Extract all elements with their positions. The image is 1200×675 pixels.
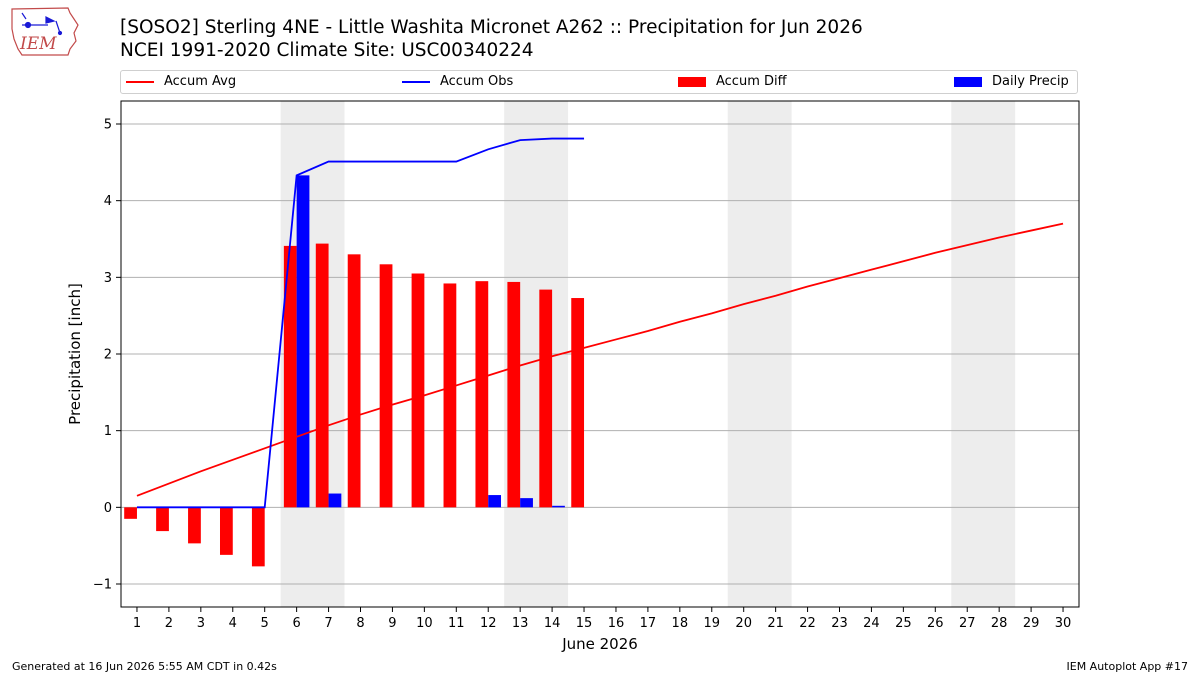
x-tick-label: 24 (863, 616, 880, 631)
x-tick-label: 10 (416, 616, 433, 631)
x-tick-label: 8 (356, 616, 364, 631)
x-tick-label: 22 (799, 616, 816, 631)
legend-item-accum-avg: Accum Avg (126, 74, 236, 89)
x-tick-label: 13 (512, 616, 529, 631)
accum-diff-bar (315, 243, 329, 508)
chart-title: [SOSO2] Sterling 4NE - Little Washita Mi… (120, 17, 863, 38)
x-tick-label: 28 (991, 616, 1008, 631)
iem-logo: IEM (11, 7, 79, 56)
legend-label: Accum Diff (716, 74, 787, 89)
x-tick-label: 3 (197, 616, 205, 631)
x-tick-label: 11 (448, 616, 465, 631)
footer-app: IEM Autoplot App #17 (1066, 660, 1189, 673)
iowa-map-outline (11, 7, 79, 56)
x-tick-label: 20 (735, 616, 752, 631)
x-tick-label: 26 (927, 616, 944, 631)
x-tick-label: 21 (767, 616, 784, 631)
legend-swatch (402, 80, 430, 83)
y-tick-label: 0 (104, 501, 112, 516)
x-tick-label: 18 (672, 616, 689, 631)
x-tick-label: 5 (261, 616, 269, 631)
x-tick-label: 27 (959, 616, 976, 631)
x-tick-label: 15 (576, 616, 593, 631)
legend-label: Daily Precip (992, 74, 1069, 89)
y-tick-label: 3 (104, 271, 112, 286)
x-tick-label: 23 (831, 616, 848, 631)
x-tick-label: 2 (165, 616, 173, 631)
accum-diff-bar (411, 273, 425, 508)
x-tick-label: 12 (480, 616, 497, 631)
accum-diff-bar (156, 507, 169, 532)
x-tick-label: 14 (544, 616, 561, 631)
accum-diff-bar (124, 507, 137, 519)
x-tick-label: 17 (640, 616, 657, 631)
accum-diff-bar (219, 507, 233, 555)
legend-item-daily-precip: Daily Precip (954, 74, 1069, 89)
logo-text: IEM (19, 34, 57, 54)
x-axis-label: June 2026 (561, 635, 638, 653)
y-tick-label: −1 (93, 578, 112, 593)
x-tick-label: 9 (388, 616, 396, 631)
accum-diff-bar (283, 245, 297, 508)
footer-generated: Generated at 16 Jun 2026 5:55 AM CDT in … (12, 660, 277, 673)
x-tick-label: 29 (1023, 616, 1040, 631)
daily-precip-bar (552, 505, 565, 508)
accum-diff-bar (443, 283, 457, 508)
accum-diff-bar (347, 254, 361, 508)
x-tick-label: 16 (608, 616, 625, 631)
x-tick-label: 19 (703, 616, 720, 631)
chart-legend: Accum Avg Accum Obs Accum Diff Daily Pre… (120, 70, 1078, 94)
daily-precip-bar (296, 175, 310, 508)
y-tick-label: 2 (104, 348, 112, 363)
legend-item-accum-obs: Accum Obs (402, 74, 513, 89)
legend-item-accum-diff: Accum Diff (678, 74, 787, 89)
weather-station-icon (21, 12, 63, 36)
accum-diff-bar (475, 281, 489, 508)
legend-label: Accum Obs (440, 74, 514, 89)
accum-diff-bar (188, 507, 201, 544)
x-tick-label: 30 (1055, 616, 1072, 631)
accum-diff-bar (507, 281, 521, 508)
x-tick-label: 1 (133, 616, 141, 631)
daily-precip-bar (488, 495, 502, 508)
daily-precip-bar (328, 493, 342, 508)
x-tick-label: 25 (895, 616, 912, 631)
y-tick-label: 1 (104, 424, 112, 439)
x-tick-label: 7 (324, 616, 332, 631)
x-tick-label: 4 (229, 616, 237, 631)
legend-swatch (126, 80, 154, 83)
chart-subtitle: NCEI 1991-2020 Climate Site: USC00340224 (120, 40, 534, 61)
x-tick-label: 6 (292, 616, 300, 631)
y-tick-label: 4 (104, 194, 112, 209)
accum-diff-bar (379, 264, 393, 508)
accum-diff-bar (251, 507, 265, 567)
y-axis-label: Precipitation [inch] (66, 283, 84, 425)
legend-swatch (678, 76, 706, 87)
legend-label: Accum Avg (164, 74, 237, 89)
accum-obs-line (136, 137, 585, 509)
y-tick-label: 5 (104, 118, 112, 133)
accum-diff-bar (571, 298, 585, 508)
accum-avg-line (136, 222, 1064, 497)
legend-swatch (954, 76, 982, 87)
daily-precip-bar (520, 498, 533, 508)
accum-diff-bar (539, 289, 553, 508)
